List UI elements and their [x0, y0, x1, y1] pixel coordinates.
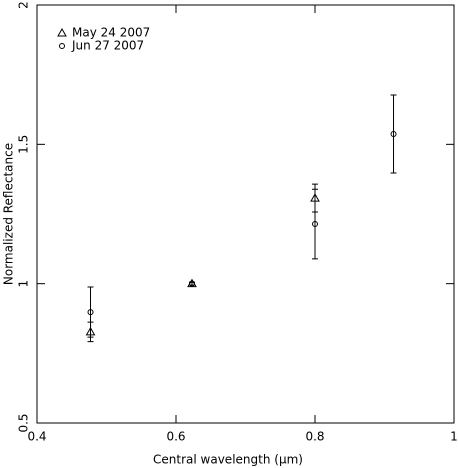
point — [87, 309, 94, 316]
x-axis-label: Central wavelength (μm) — [153, 453, 303, 467]
point — [188, 280, 195, 287]
legend-marker — [59, 43, 65, 49]
point — [312, 221, 318, 228]
legend-label: May 24 2007 — [72, 26, 150, 40]
x-tick-label: 1 — [450, 430, 458, 444]
x-tick-label: 0.6 — [166, 430, 185, 444]
y-tick-label: 0.5 — [17, 413, 31, 432]
y-tick-label: 1.5 — [17, 135, 31, 154]
x-tick-label: 0.4 — [27, 430, 46, 444]
legend-marker — [57, 27, 67, 37]
error-bar — [390, 94, 397, 174]
legend-label: Jun 27 2007 — [71, 39, 144, 53]
error-bar — [87, 286, 94, 338]
error-bar — [312, 188, 318, 260]
plot-frame — [36, 4, 455, 424]
x-tick-label: 0.8 — [305, 430, 324, 444]
y-tick-label: 2 — [17, 1, 31, 9]
point — [390, 131, 397, 138]
y-tick-label: 1 — [17, 280, 31, 288]
y-axis-label: Normalized Reflectance — [2, 143, 16, 285]
